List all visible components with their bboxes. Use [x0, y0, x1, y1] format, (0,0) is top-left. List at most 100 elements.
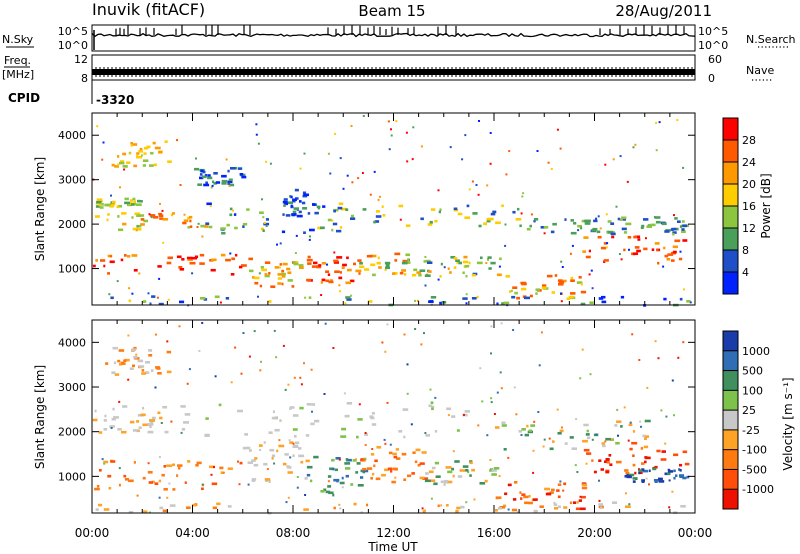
range-cell [520, 497, 523, 500]
range-cell [476, 295, 479, 299]
colorbar-swatch [723, 228, 738, 251]
range-cell [646, 225, 653, 228]
range-cell [96, 198, 103, 201]
range-cell [339, 507, 342, 510]
range-cell [489, 459, 492, 461]
range-cell [653, 479, 659, 482]
range-cell [212, 180, 215, 184]
range-cell [92, 264, 96, 268]
range-cell [624, 475, 631, 478]
range-cell [615, 205, 618, 208]
range-cell [328, 491, 334, 495]
range-cell [385, 263, 390, 267]
range-cell [514, 481, 518, 484]
range-cell [390, 134, 393, 137]
range-cell [405, 253, 411, 257]
range-cell [101, 203, 104, 206]
range-cell [310, 422, 315, 426]
range-cell [200, 224, 207, 228]
beam-title: Beam 15 [358, 2, 425, 20]
range-cell [650, 223, 656, 227]
range-cell [270, 285, 276, 288]
x-tick-label: 20:00 [577, 526, 612, 540]
velocity-colorbar-label: Velocity [m s⁻¹] [781, 377, 795, 470]
range-cell [136, 494, 139, 497]
nsky-tick-high: 10^5 [58, 25, 88, 38]
range-cell [675, 474, 678, 477]
range-cell [575, 418, 578, 420]
range-cell [540, 226, 546, 229]
range-cell [263, 462, 268, 466]
range-cell [110, 296, 114, 300]
range-cell [312, 203, 316, 206]
range-cell [278, 266, 281, 269]
range-cell [455, 509, 459, 513]
range-cell [339, 290, 342, 293]
range-cell [503, 504, 507, 508]
range-cell [625, 222, 632, 226]
colorbar-tick-label: 12 [742, 222, 756, 235]
range-cell [292, 428, 298, 431]
range-cell [148, 349, 153, 352]
range-cell [327, 152, 330, 155]
range-cell [124, 254, 127, 257]
range-cell [205, 181, 208, 185]
range-cell [620, 258, 623, 261]
range-cell [407, 258, 410, 261]
colorbar-tick-label: 16 [742, 200, 756, 213]
range-cell [132, 143, 138, 146]
y-tick-label: 3000 [58, 174, 86, 187]
range-cell [95, 259, 98, 262]
range-cell [353, 262, 356, 266]
range-cell [668, 470, 674, 473]
colorbar-swatch [723, 118, 738, 141]
range-cell [285, 501, 288, 504]
range-cell [680, 505, 686, 508]
range-cell [345, 458, 349, 461]
range-cell [294, 252, 297, 254]
range-cell [225, 158, 228, 161]
range-cell [103, 428, 108, 431]
range-cell [439, 275, 442, 278]
range-cell [356, 462, 361, 465]
range-cell [341, 427, 346, 431]
range-cell [344, 302, 347, 305]
range-cell [201, 235, 204, 238]
range-cell [622, 218, 626, 221]
range-cell [652, 467, 657, 471]
range-cell [209, 205, 212, 207]
range-cell [131, 254, 138, 257]
range-cell [141, 372, 147, 375]
range-cell [374, 220, 380, 223]
range-cell [465, 302, 468, 305]
range-cell [655, 220, 661, 224]
range-cell [519, 491, 522, 494]
range-cell [350, 483, 354, 486]
range-cell [277, 273, 282, 276]
range-cell [597, 235, 602, 239]
range-cell [242, 225, 245, 228]
range-cell [333, 209, 336, 213]
range-cell [615, 460, 622, 464]
range-cell [197, 222, 200, 225]
range-cell [158, 479, 162, 483]
range-cell [142, 423, 149, 427]
range-cell [101, 158, 104, 161]
range-cell [475, 184, 478, 186]
range-cell [411, 472, 415, 475]
range-cell [682, 224, 688, 227]
range-cell [207, 174, 211, 177]
range-cell [682, 239, 688, 242]
range-cell [170, 213, 173, 217]
range-cell [358, 403, 361, 406]
range-cell [515, 218, 522, 221]
range-cell [420, 145, 423, 148]
range-cell [422, 477, 429, 480]
range-cell [423, 332, 425, 335]
range-cell [359, 262, 363, 265]
range-cell [405, 131, 408, 134]
range-cell [490, 401, 493, 404]
range-cell [362, 115, 365, 117]
range-cell [149, 214, 156, 217]
range-cell [563, 506, 568, 509]
